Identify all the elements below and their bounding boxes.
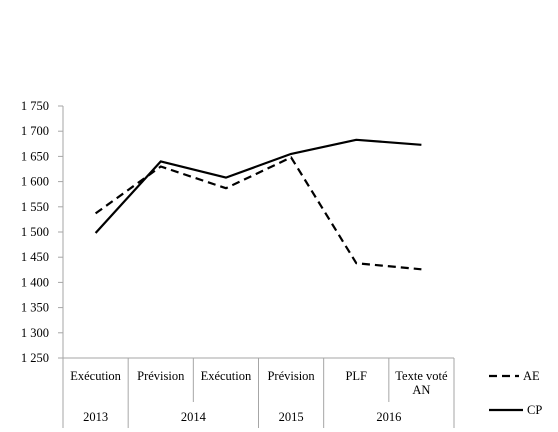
group-label: 2016 bbox=[376, 410, 401, 424]
y-tick-label: 1 750 bbox=[21, 99, 49, 113]
y-tick-label: 1 350 bbox=[21, 301, 49, 315]
x-tick-label: Texte voté bbox=[395, 369, 448, 383]
y-tick-label: 1 450 bbox=[21, 250, 49, 264]
y-tick-label: 1 650 bbox=[21, 149, 49, 163]
x-tick-label: AN bbox=[412, 383, 430, 397]
x-tick-label: Prévision bbox=[267, 369, 315, 383]
group-label: 2014 bbox=[181, 410, 207, 424]
series-lines bbox=[94, 138, 422, 271]
y-tick-label: 1 400 bbox=[21, 275, 49, 289]
series-line-ae bbox=[94, 156, 422, 271]
y-tick-label: 1 600 bbox=[21, 175, 49, 189]
group-label: 2013 bbox=[83, 410, 108, 424]
y-tick-label: 1 550 bbox=[21, 200, 49, 214]
y-tick-label: 1 250 bbox=[21, 351, 49, 365]
legend-label-cp: CP bbox=[527, 403, 542, 417]
legend: AE CP bbox=[489, 369, 542, 417]
x-tick-label: Exécution bbox=[201, 369, 252, 383]
series-line-cp bbox=[94, 138, 422, 234]
y-tick-label: 1 700 bbox=[21, 124, 49, 138]
y-tick-label: 1 500 bbox=[21, 225, 49, 239]
x-tick-label: Exécution bbox=[70, 369, 121, 383]
x-tick-label: Prévision bbox=[137, 369, 185, 383]
group-label: 2015 bbox=[279, 410, 304, 424]
y-axis: 1 250 1 300 1 350 1 400 1 450 1 500 1 550 1 600… bbox=[21, 99, 64, 365]
y-tick-label: 1 300 bbox=[21, 326, 49, 340]
x-axis: Exécution Prévision Exécution Prévision PLF T… bbox=[62, 357, 455, 428]
x-tick-label: PLF bbox=[345, 369, 367, 383]
legend-label-ae: AE bbox=[523, 369, 540, 383]
